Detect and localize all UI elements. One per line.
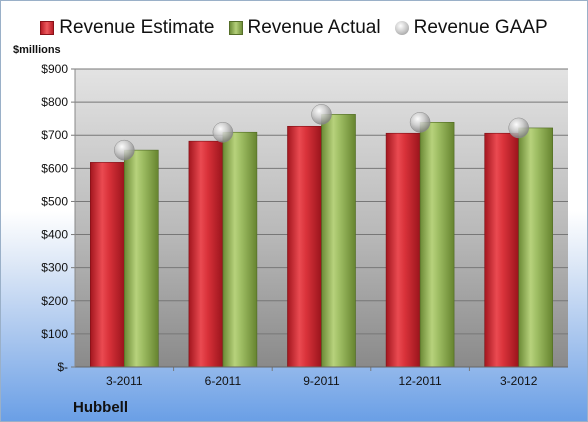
- y-tick-label: $700: [41, 128, 68, 142]
- x-axis-ticks: 3-2011 6-2011 9-2011 12-2011 3-2012: [106, 367, 538, 388]
- x-tick-label: 6-2011: [205, 374, 242, 388]
- legend-label-actual: Revenue Actual: [247, 17, 381, 38]
- legend-swatch-actual: [228, 21, 243, 35]
- bar-actual: [124, 149, 159, 368]
- bar-estimate: [188, 140, 224, 368]
- legend-item-estimate: Revenue Estimate: [40, 17, 215, 39]
- gaap-marker: [114, 139, 135, 161]
- bar-estimate: [385, 132, 421, 368]
- y-tick-label: $600: [41, 161, 68, 175]
- legend-label-gaap: Revenue GAAP: [413, 17, 548, 38]
- x-tick-label: 3-2011: [106, 374, 143, 388]
- bar-actual: [518, 127, 554, 368]
- gaap-marker: [508, 117, 529, 139]
- bar-actual: [419, 122, 455, 368]
- bar-actual: [222, 131, 258, 368]
- bar-estimate: [287, 125, 322, 368]
- y-tick-label: $200: [41, 294, 68, 308]
- legend-swatch-estimate: [40, 21, 55, 35]
- gaap-marker: [409, 112, 431, 133]
- y-axis-unit-label: $millions: [13, 44, 61, 56]
- y-tick-label: $400: [41, 228, 68, 242]
- legend-item-gaap: Revenue GAAP: [394, 17, 548, 39]
- y-tick-label: $500: [41, 194, 68, 208]
- bar-estimate: [484, 132, 520, 368]
- legend-label-estimate: Revenue Estimate: [59, 17, 215, 38]
- x-tick-label: 3-2012: [500, 374, 538, 388]
- y-tick-label: $100: [41, 327, 68, 341]
- bar-estimate: [90, 162, 125, 368]
- legend: Revenue Estimate Revenue Actual Revenue …: [1, 17, 587, 39]
- y-axis-ticks: $- $100 $200 $300 $400 $500 $600 $700 $800 $900: [41, 62, 75, 374]
- bars: [90, 114, 554, 368]
- legend-item-actual: Revenue Actual: [228, 17, 381, 39]
- y-tick-label: $-: [57, 360, 68, 374]
- gaap-markers: [114, 104, 529, 161]
- x-tick-label: 9-2011: [303, 374, 340, 388]
- y-tick-label: $800: [41, 95, 68, 109]
- gaap-marker: [212, 121, 234, 143]
- y-tick-label: $300: [41, 261, 68, 275]
- x-tick-label: 12-2011: [399, 374, 442, 388]
- bar-actual: [321, 114, 356, 368]
- company-name: Hubbell: [73, 399, 128, 416]
- y-tick-label: $900: [41, 62, 68, 76]
- gaap-marker: [311, 104, 332, 125]
- legend-swatch-gaap: [394, 21, 409, 35]
